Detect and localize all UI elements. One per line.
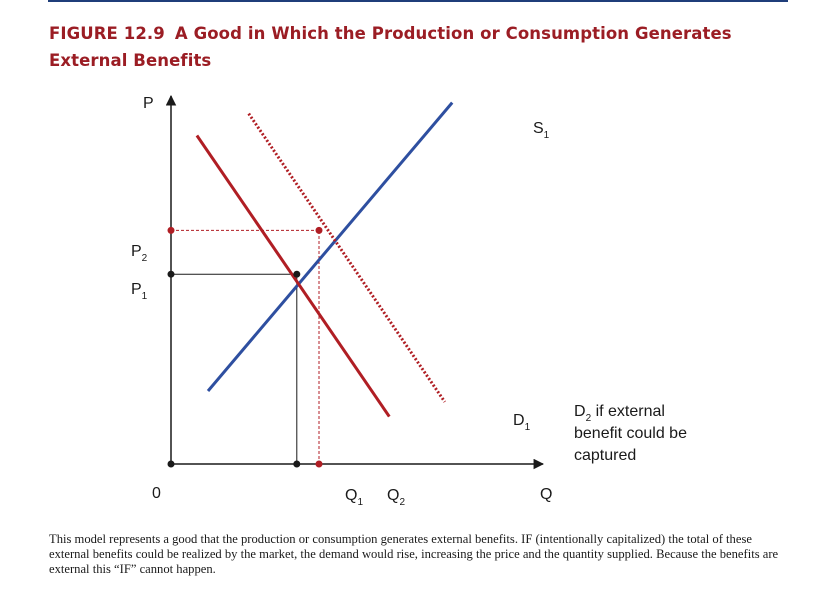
y-axis-label: P: [143, 95, 154, 112]
figure-number: FIGURE 12.9: [49, 24, 165, 43]
chart: P Q 0 P2 P1 Q1 Q2 S1 D1 D2 if external b…: [131, 94, 691, 508]
label-s1: S1: [533, 120, 550, 141]
label-d2: D2 if external benefit could be captured: [574, 403, 691, 464]
axis-point-p2: [167, 226, 175, 234]
top-rule: [48, 0, 788, 2]
axis-point-origin: [167, 460, 175, 468]
supply-line-s1: [206, 101, 454, 392]
demand-line-d1: [195, 134, 391, 418]
label-q2: Q2: [387, 487, 405, 508]
figure-caption: This model represents a good that the pr…: [49, 532, 779, 576]
axis-point-q1: [293, 460, 301, 468]
axis-point-q2: [315, 460, 323, 468]
label-d1: D1: [513, 412, 531, 433]
label-p1: P1: [131, 281, 148, 302]
equilibrium-point-1: [293, 270, 301, 278]
label-p2: P2: [131, 243, 148, 264]
label-q1: Q1: [345, 487, 363, 508]
x-axis-label: Q: [540, 486, 552, 503]
axis-point-p1: [167, 270, 175, 278]
origin-label: 0: [152, 485, 161, 502]
equilibrium-point-2: [315, 226, 323, 234]
demand-line-d2: [247, 112, 447, 403]
figure-title: FIGURE 12.9 A Good in Which the Productio…: [49, 20, 789, 74]
figure-title-text: A Good in Which the Production or Consum…: [49, 24, 732, 70]
